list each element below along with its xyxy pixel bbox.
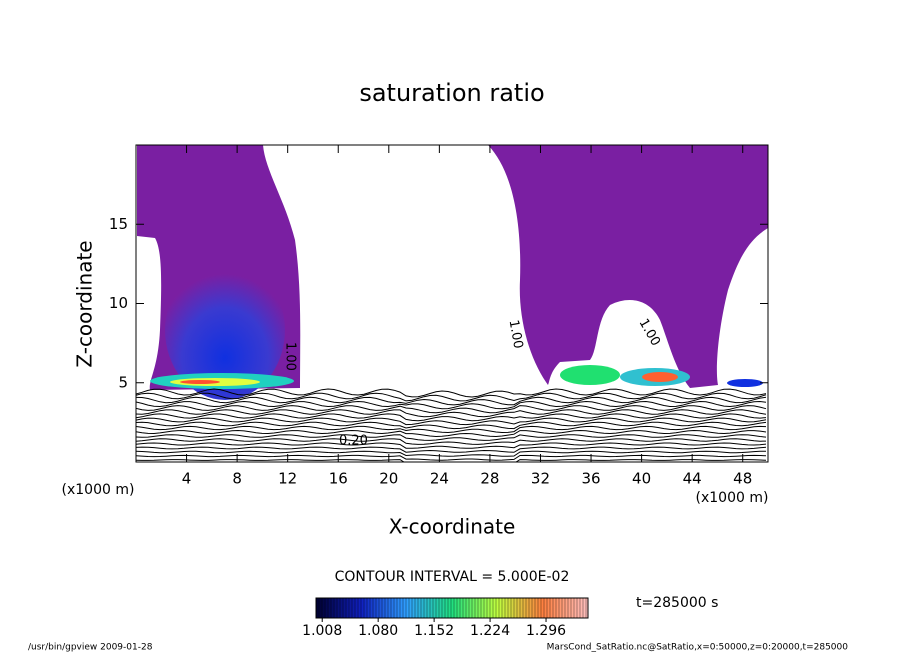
x-tick-label: 20 [379, 470, 398, 488]
contour-line [136, 405, 767, 414]
region [560, 365, 620, 385]
contour-line [136, 454, 767, 461]
x-tick-label: 8 [232, 470, 242, 488]
y-tick-label: 10 [109, 294, 128, 312]
x-tick-label: 48 [733, 470, 752, 488]
contour-line [136, 450, 766, 457]
x-tick-label: 28 [480, 470, 499, 488]
axis-unit: (x1000 m) [62, 482, 135, 498]
colorbar-tick-label: 1.080 [358, 623, 398, 639]
contour-line [136, 442, 767, 449]
contour-line [136, 446, 767, 453]
y-tick-label: 5 [118, 373, 128, 391]
x-tick-label: 12 [278, 470, 297, 488]
y-axis-label: Z-coordinate [73, 240, 97, 367]
region [488, 145, 768, 388]
footer-right: MarsCond_SatRatio.nc@SatRatio,x=0:50000,… [547, 643, 849, 653]
contour-line [136, 429, 767, 438]
contour-label: 1.00 [506, 319, 526, 350]
contour-line [136, 417, 767, 426]
colorbar-tick-label: 1.008 [302, 623, 342, 639]
contour-line [136, 388, 767, 398]
contour-line [136, 434, 767, 441]
contour-line [136, 396, 767, 406]
colorbar [315, 597, 589, 619]
x-tick-label: 40 [632, 470, 651, 488]
contour-line [136, 409, 767, 418]
x-tick-label: 24 [430, 470, 449, 488]
footer-left: /usr/bin/gpview 2009-01-28 [28, 643, 153, 653]
contour-interval: CONTOUR INTERVAL = 5.000E-02 [335, 569, 570, 585]
y-tick-label: 15 [109, 215, 128, 233]
contour-line [136, 400, 767, 410]
x-axis-label: X-coordinate [389, 515, 516, 539]
chart-title: saturation ratio [359, 79, 544, 107]
contour-label: 1.00 [283, 342, 298, 371]
time-label: t=285000 s [636, 595, 718, 611]
colorbar-tick-label: 1.224 [470, 623, 510, 639]
x-tick-label: 36 [581, 470, 600, 488]
contour-line [136, 459, 767, 462]
contour-line [136, 392, 767, 402]
contour-lines [136, 388, 767, 462]
colorbar-tick-label: 1.152 [414, 623, 454, 639]
contour-line [136, 413, 767, 422]
contour-label: 0.20 [339, 434, 368, 449]
region [180, 380, 220, 384]
x-tick-label: 32 [531, 470, 550, 488]
contour-label: 1.00 [636, 316, 663, 349]
contour-line [136, 438, 767, 445]
x-tick-label: 4 [182, 470, 192, 488]
region [727, 379, 763, 387]
x-tick-label: 44 [683, 470, 702, 488]
colorbar-tick-label: 1.296 [526, 623, 566, 639]
contour-line [136, 421, 767, 430]
x-tick-label: 16 [329, 470, 348, 488]
contour-line [136, 425, 767, 434]
region [642, 372, 678, 382]
field [136, 145, 768, 462]
region [165, 260, 285, 400]
axis-unit: (x1000 m) [696, 490, 769, 506]
